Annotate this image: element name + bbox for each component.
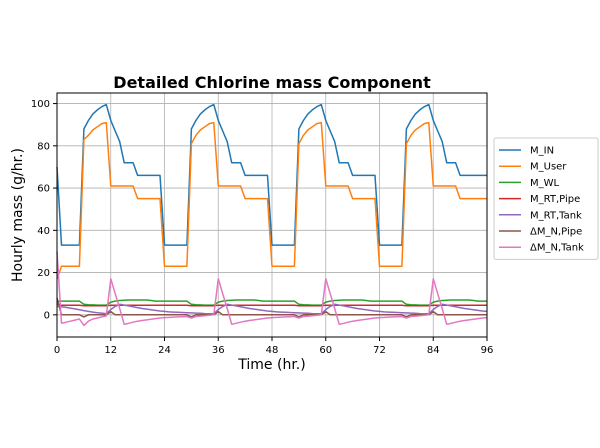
series-line [56,297,487,318]
legend-label: M_WL [530,178,560,189]
legend-label: ΔM_N,Tank [530,243,584,254]
x-tick-label: 24 [158,345,171,356]
legend-label: M_RT,Pipe [530,194,580,205]
x-axis-label: Time (hr.) [237,357,305,373]
x-tick-label: 96 [481,345,494,356]
x-tick-label: 36 [212,345,225,356]
legend-label: M_User [530,162,567,173]
series-line [57,299,487,306]
x-tick-label: 84 [427,345,440,356]
y-tick-label: 20 [37,268,50,279]
y-tick-label: 40 [37,226,50,237]
y-tick-label: 100 [31,99,50,110]
y-tick-label: 60 [37,184,50,195]
series-line [56,121,487,280]
y-tick-label: 0 [44,310,50,321]
y-tick-label: 80 [37,141,50,152]
legend-label: M_RT,Tank [530,210,582,221]
legend: M_IN M_User M_WL M_RT,Pipe M_RT,Tank ΔM_N,Pip… [493,137,599,260]
x-tick-label: 0 [54,345,60,356]
series-lines [56,103,488,327]
x-tick-label: 12 [104,345,117,356]
series-line [56,251,488,327]
y-axis-label: Hourly mass (g/hr.) [10,148,26,282]
legend-label: M_IN [530,146,554,157]
x-tick-label: 60 [319,345,332,356]
series-line [56,103,487,246]
x-tick-label: 48 [266,345,279,356]
legend-label: ΔM_N,Pipe [530,227,582,238]
legend-box [493,137,599,260]
series-line [56,303,488,315]
axis-ticks: 0 12 24 36 48 60 72 84 96 0 20 40 60 80 100 [31,99,493,356]
chart-title: Detailed Chlorine mass Component [113,73,431,92]
x-tick-label: 72 [373,345,386,356]
